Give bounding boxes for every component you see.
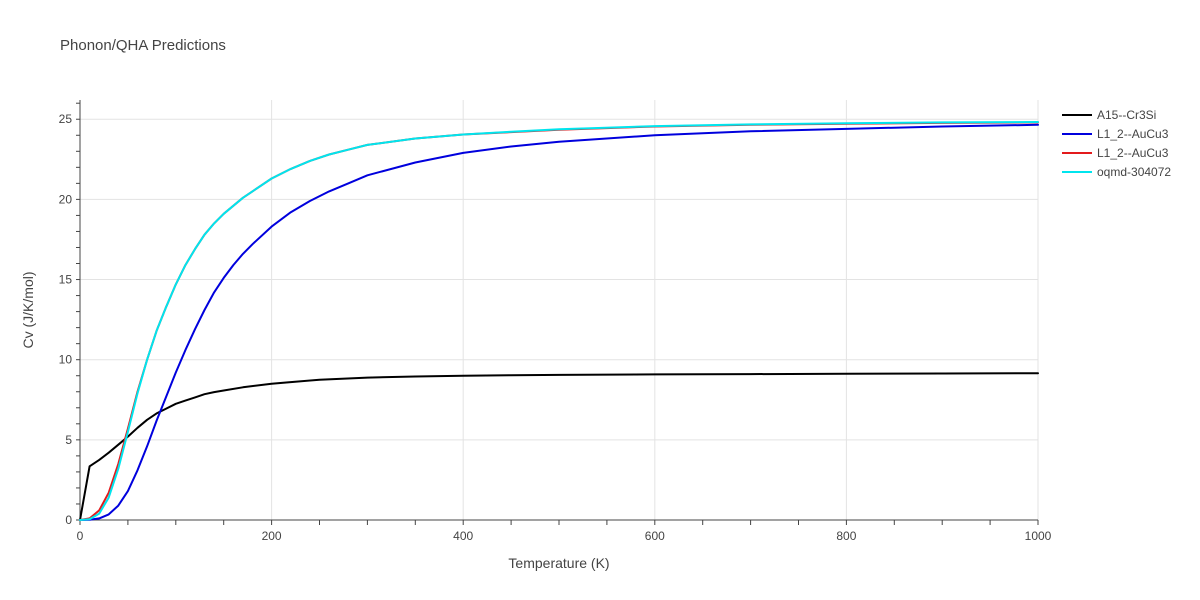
x-tick-label: 1000: [1025, 529, 1052, 543]
y-tick-label: 10: [59, 353, 73, 367]
series-line-1[interactable]: [79, 372, 1039, 521]
x-tick-label: 400: [453, 529, 473, 543]
y-axis-title: Cv (J/K/mol): [20, 272, 36, 349]
x-tick-label: 800: [836, 529, 856, 543]
y-tick-label: 25: [59, 112, 73, 126]
y-tick-label: 0: [65, 513, 72, 527]
x-tick-label: 600: [645, 529, 665, 543]
legend-label: oqmd-304072: [1097, 165, 1171, 179]
legend-label: A15--Cr3Si: [1097, 108, 1156, 122]
series-line-3[interactable]: [79, 121, 1039, 521]
legend-label: L1_2--AuCu3: [1097, 146, 1169, 160]
x-tick-label: 200: [262, 529, 282, 543]
legend-label: L1_2--AuCu3: [1097, 127, 1169, 141]
grid: [80, 100, 1039, 520]
axes: 0 200 400 600 800 1000 0 5 10 15 20 25: [59, 100, 1052, 543]
legend-item-1[interactable]: A15--Cr3Si: [1062, 108, 1156, 122]
x-tick-label: 0: [77, 529, 84, 543]
y-tick-label: 15: [59, 273, 73, 287]
series-lines: [79, 121, 1039, 521]
chart-title: Phonon/QHA Predictions: [60, 37, 226, 54]
legend-item-2[interactable]: L1_2--AuCu3: [1062, 127, 1169, 141]
y-tick-label: 20: [59, 192, 73, 206]
y-tick-label: 5: [65, 433, 72, 447]
series-line-2[interactable]: [79, 123, 1039, 521]
series-line-4[interactable]: [79, 121, 1039, 521]
x-axis-title: Temperature (K): [508, 555, 609, 571]
legend[interactable]: A15--Cr3Si L1_2--AuCu3 L1_2--AuCu3 oqmd-304…: [1062, 108, 1171, 179]
legend-item-3[interactable]: L1_2--AuCu3: [1062, 146, 1169, 160]
legend-item-4[interactable]: oqmd-304072: [1062, 165, 1171, 179]
